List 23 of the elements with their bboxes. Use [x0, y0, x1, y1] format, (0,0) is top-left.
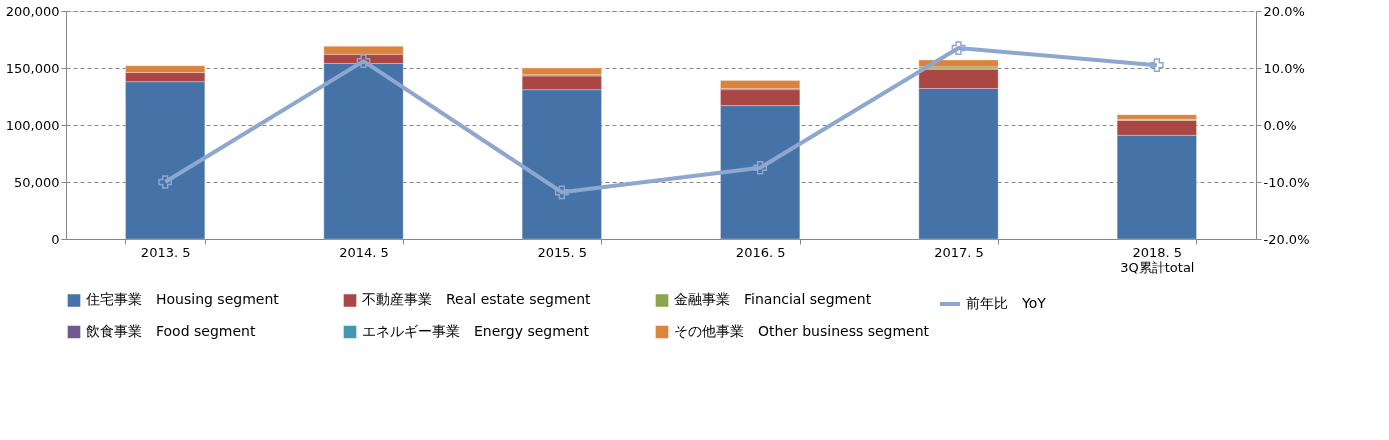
- x-tick-label: 2017. 5: [934, 244, 984, 260]
- y-tick-label: 50,000: [14, 174, 60, 190]
- legend-label: エネルギー事業 Energy segment: [362, 323, 590, 339]
- x-tick-label: 2015. 5: [537, 244, 588, 260]
- y-tick-label: 200,000: [5, 3, 60, 19]
- y2-tick-label: 0.0%: [1263, 117, 1297, 133]
- y-tick-label: 100,000: [5, 117, 60, 133]
- y2-tick-label: 20.0%: [1263, 3, 1305, 19]
- x-tick-label: 2018. 5 3Q累計total: [1120, 244, 1195, 275]
- legend-label: 飲食事業 Food segment: [86, 323, 256, 339]
- y2-tick-label: -10.0%: [1263, 174, 1310, 190]
- x-tick-label: 2013. 5: [140, 244, 191, 260]
- legend-label: 金融事業 Financial segment: [674, 291, 872, 308]
- legend-label: 前年比 YoY: [966, 295, 1047, 311]
- legend-label: その他事業 Other business segment: [674, 323, 930, 339]
- y-tick-label: 150,000: [5, 60, 60, 76]
- legend-label: 不動産事業 Real estate segment: [362, 291, 592, 308]
- legend-label: 住宅事業 Housing segment: [85, 291, 280, 308]
- x-tick-label: 2014. 5: [339, 244, 389, 260]
- y-tick-label: 0: [51, 231, 60, 247]
- x-tick-label: 2016. 5: [735, 244, 786, 260]
- y2-tick-label: 10.0%: [1263, 60, 1305, 76]
- y2-tick-label: -20.0%: [1263, 231, 1310, 247]
